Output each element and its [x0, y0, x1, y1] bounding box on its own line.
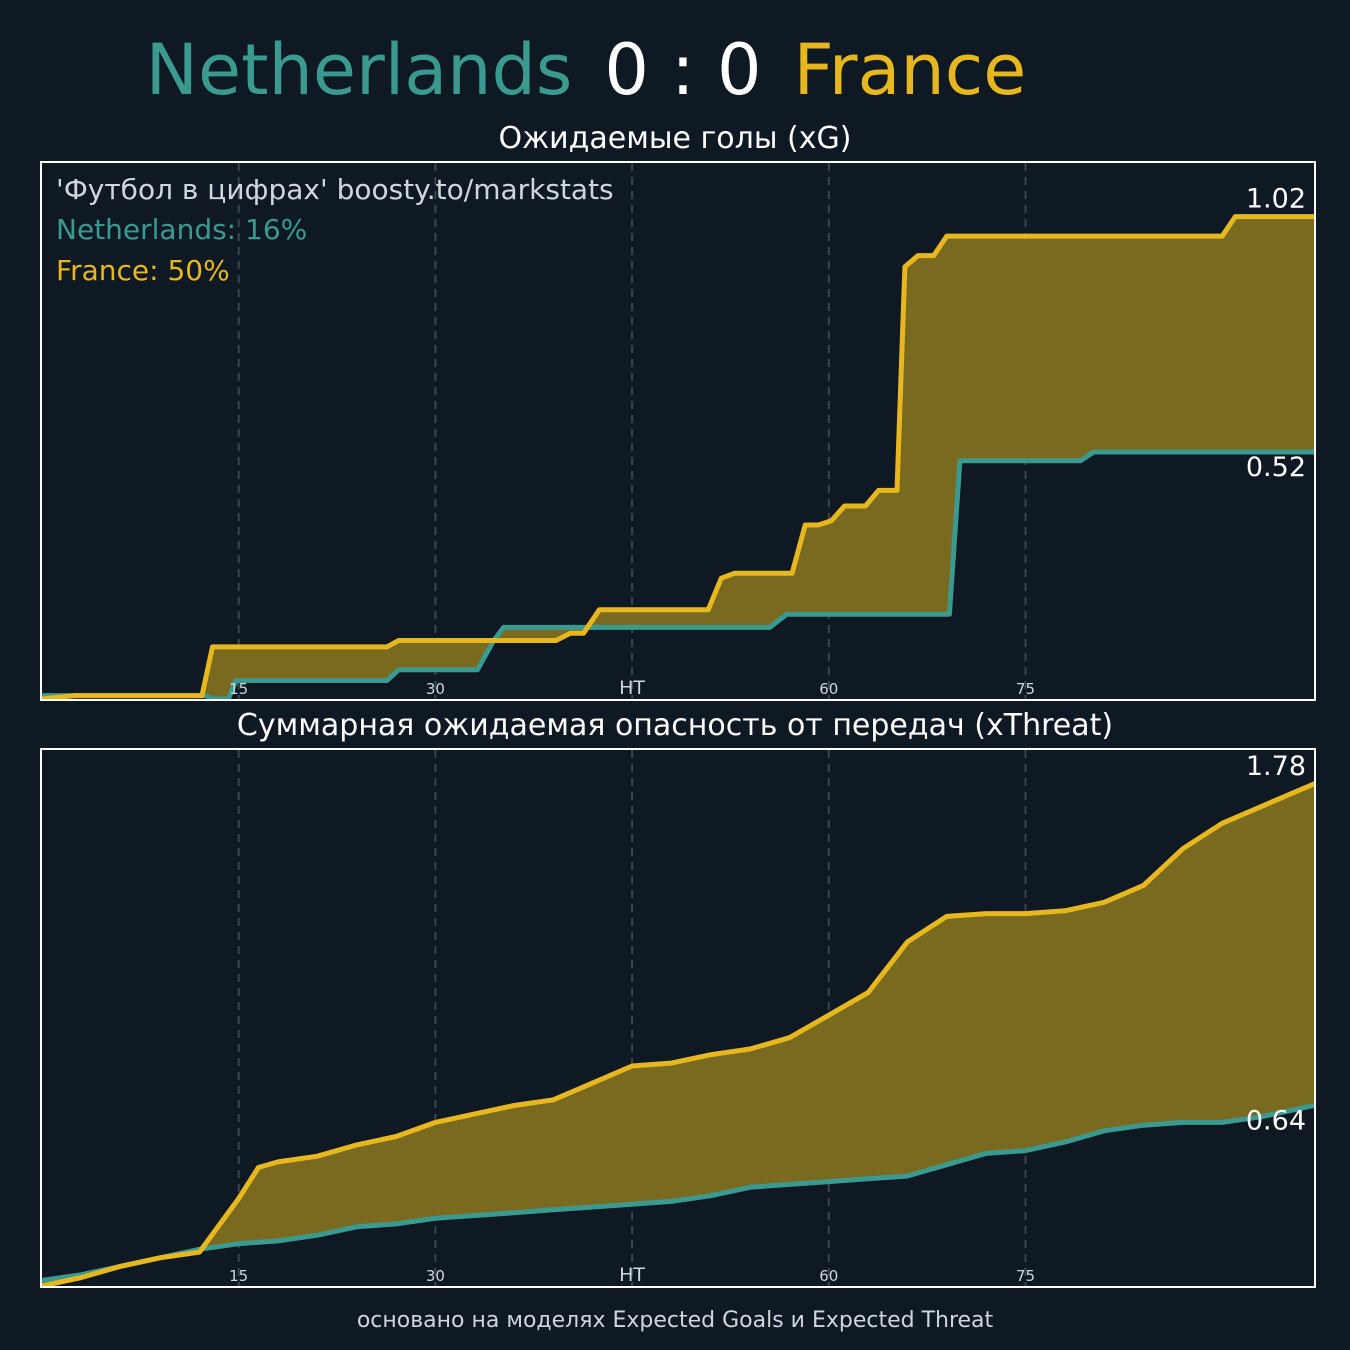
xg-series-line-france — [42, 214, 1314, 699]
xg-end-label-france: 1.02 — [1246, 184, 1306, 215]
match-header: Netherlands 0 : 0 France — [0, 28, 1172, 112]
xg-end-label-netherlands: 0.52 — [1246, 452, 1306, 483]
xg-tick-label-2: HT — [619, 677, 645, 699]
xt-series-line-france — [42, 781, 1314, 1286]
xthreat-chart-panel: 15 30 HT 60 75 0.64 1.78 — [40, 748, 1316, 1288]
xt-series-line-netherlands — [42, 1103, 1314, 1283]
xg-tick-label-3: 60 — [819, 680, 838, 698]
away-team-name: France — [793, 29, 1027, 111]
match-score: 0 : 0 — [604, 29, 762, 111]
xg-series-line-netherlands — [42, 449, 1314, 699]
home-team-name: Netherlands — [145, 29, 573, 111]
xg-tick-label-4: 75 — [1016, 680, 1035, 698]
xt-tick-label-1: 30 — [426, 1267, 445, 1285]
legend-away: France: 50% — [56, 254, 230, 287]
xg-tick-label-0: 15 — [229, 680, 248, 698]
credit-text: 'Футбол в цифрах' boosty.to/markstats — [56, 173, 614, 206]
xg-chart-panel: 15 30 HT 60 75 0.52 1.02 'Футбол в цифрах' boo… — [40, 161, 1316, 701]
xt-fill-area — [42, 783, 1314, 1286]
xg-tick-label-1: 30 — [426, 680, 445, 698]
xg-fill-area — [42, 216, 1314, 699]
xg-chart-title: Ожидаемые голы (xG) — [498, 121, 852, 156]
xt-end-label-france: 1.78 — [1246, 751, 1306, 782]
xt-end-label-netherlands: 0.64 — [1246, 1105, 1306, 1136]
xt-tick-label-4: 75 — [1016, 1267, 1035, 1285]
legend-home: Netherlands: 16% — [56, 213, 308, 246]
xt-tick-label-2: HT — [619, 1264, 645, 1286]
xthreat-chart: 15 30 HT 60 75 0.64 1.78 — [42, 750, 1314, 1286]
xt-tick-label-0: 15 — [229, 1267, 248, 1285]
xg-chart: 15 30 HT 60 75 0.52 1.02 — [42, 163, 1314, 699]
xthreat-chart-title: Суммарная ожидаемая опасность от передач… — [236, 708, 1114, 743]
xt-tick-label-3: 60 — [819, 1267, 838, 1285]
footer-note: основано на моделях Expected Goals и Exp… — [356, 1308, 994, 1333]
